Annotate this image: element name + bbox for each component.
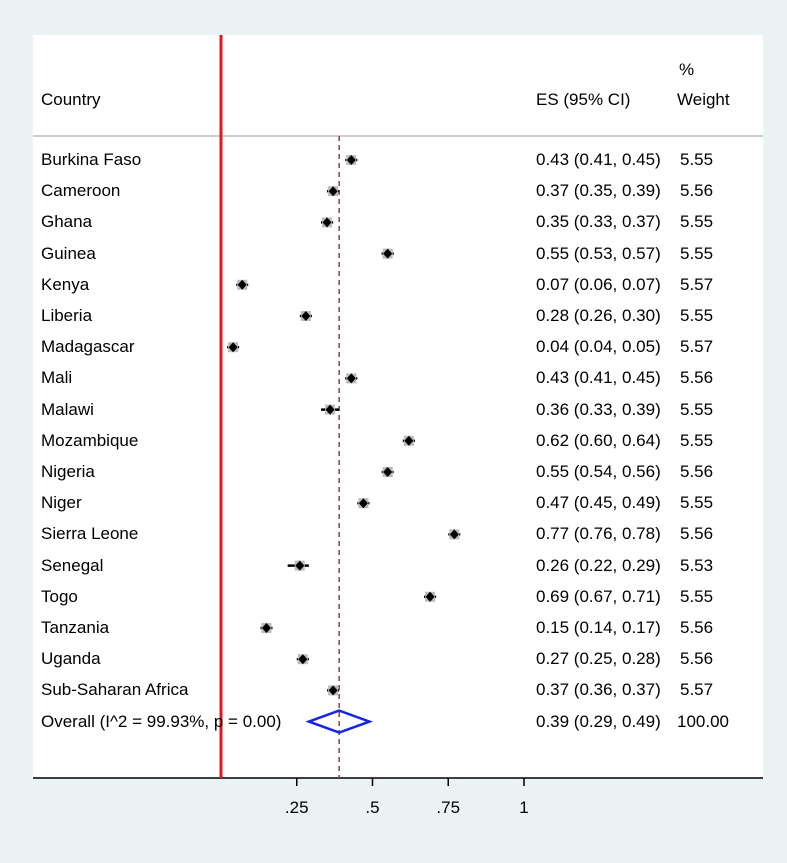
study-label: Tanzania	[41, 618, 110, 637]
study-es-ci: 0.43 (0.41, 0.45)	[536, 368, 661, 388]
study-label: Burkina Faso	[41, 150, 142, 169]
overall-diamond	[305, 709, 374, 734]
study-weight: 5.56	[680, 462, 714, 481]
study-point	[295, 560, 305, 571]
study-weight: 5.55	[680, 243, 714, 263]
header-es: ES (95% CI)	[536, 90, 631, 109]
study-weight: 5.55	[680, 150, 714, 169]
study-label: Guinea	[41, 243, 96, 263]
study-label: Mozambique	[41, 430, 139, 450]
study-es-ci: 0.35 (0.33, 0.37)	[536, 212, 661, 232]
study-label: Sub-Saharan Africa	[41, 680, 189, 700]
study-point	[237, 279, 247, 290]
study-es-ci: 0.04 (0.04, 0.05)	[536, 337, 661, 357]
study-es-ci: 0.62 (0.60, 0.64)	[536, 430, 661, 450]
study-point	[325, 404, 335, 415]
study-es-ci: 0.37 (0.36, 0.37)	[536, 680, 661, 700]
study-es-ci: 0.27 (0.25, 0.28)	[536, 649, 661, 669]
study-label: Kenya	[41, 274, 90, 294]
study-weight: 5.56	[680, 618, 714, 637]
study-label: Mali	[41, 368, 73, 388]
study-label: Togo	[41, 586, 78, 606]
study-weight: 5.56	[680, 524, 714, 544]
x-tick-label: .25	[285, 798, 309, 817]
study-weight: 5.56	[680, 181, 714, 201]
study-es-ci: 0.07 (0.06, 0.07)	[536, 274, 661, 294]
study-point	[383, 467, 393, 477]
study-label: Uganda	[41, 649, 101, 669]
study-es-ci: 0.47 (0.45, 0.49)	[536, 493, 661, 513]
study-point	[383, 248, 393, 259]
study-point	[328, 186, 338, 197]
study-weight: 5.57	[680, 337, 714, 357]
study-point	[298, 654, 308, 665]
study-point	[261, 623, 271, 633]
study-label: Liberia	[41, 306, 93, 325]
study-label: Madagascar	[41, 337, 135, 357]
study-weight: 5.56	[680, 368, 714, 388]
study-label: Malawi	[41, 399, 94, 419]
study-point	[328, 685, 338, 696]
study-weight: 5.55	[680, 306, 714, 325]
study-es-ci: 0.36 (0.33, 0.39)	[536, 399, 661, 419]
study-point	[322, 217, 332, 228]
study-weight: 5.55	[680, 493, 714, 513]
study-es-ci: 0.55 (0.53, 0.57)	[536, 243, 661, 263]
study-point	[404, 435, 414, 446]
study-es-ci: 0.43 (0.41, 0.45)	[536, 150, 661, 169]
study-es-ci: 0.77 (0.76, 0.78)	[536, 524, 661, 544]
study-point	[425, 591, 435, 602]
x-tick-label: .5	[365, 798, 379, 817]
study-label: Niger	[41, 493, 82, 513]
plot-panel	[33, 35, 763, 778]
header-weight: Weight	[677, 90, 730, 109]
overall-es-ci: 0.39 (0.29, 0.49)	[536, 711, 661, 731]
study-weight: 5.55	[680, 430, 714, 450]
header-weight-percent: %	[679, 60, 695, 79]
study-weight: 5.53	[680, 555, 714, 575]
overall-weight: 100.00	[677, 711, 729, 731]
study-label: Cameroon	[41, 181, 121, 201]
study-es-ci: 0.26 (0.22, 0.29)	[536, 555, 661, 575]
study-point	[346, 373, 356, 384]
study-es-ci: 0.55 (0.54, 0.56)	[536, 462, 661, 481]
study-es-ci: 0.15 (0.14, 0.17)	[536, 618, 661, 637]
study-es-ci: 0.69 (0.67, 0.71)	[536, 586, 661, 606]
study-point	[228, 342, 238, 353]
overall-label: Overall (I^2 = 99.93%, p = 0.00)	[41, 711, 282, 731]
x-tick-label: .75	[436, 798, 460, 817]
header-country: Country	[41, 90, 101, 109]
study-label: Ghana	[41, 212, 93, 232]
study-es-ci: 0.28 (0.26, 0.30)	[536, 306, 661, 325]
study-point	[358, 498, 368, 509]
study-weight: 5.57	[680, 274, 714, 294]
study-point	[346, 155, 356, 165]
study-label: Nigeria	[41, 462, 95, 481]
study-weight: 5.55	[680, 212, 714, 232]
x-tick-label: 1	[519, 798, 528, 817]
study-weight: 5.57	[680, 680, 714, 700]
study-weight: 5.55	[680, 586, 714, 606]
study-point	[449, 529, 459, 540]
study-es-ci: 0.37 (0.35, 0.39)	[536, 181, 661, 201]
study-weight: 5.56	[680, 649, 714, 669]
study-point	[301, 311, 311, 321]
study-label: Senegal	[41, 555, 104, 575]
study-label: Sierra Leone	[41, 524, 139, 544]
study-weight: 5.55	[680, 399, 714, 419]
